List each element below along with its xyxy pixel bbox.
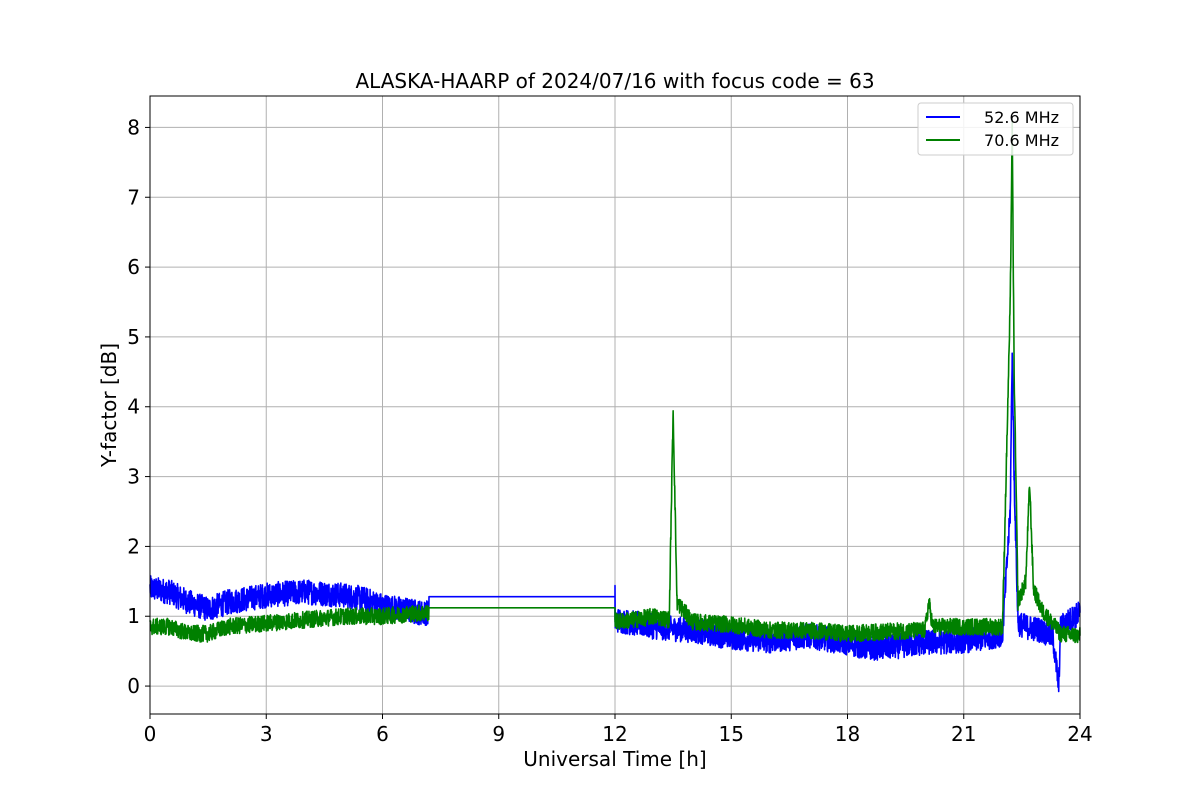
y-tick-label: 6: [127, 255, 140, 279]
y-tick-label: 8: [127, 115, 140, 139]
y-tick-label: 2: [127, 534, 140, 558]
y-tick-label: 7: [127, 185, 140, 209]
x-tick-label: 3: [260, 722, 273, 746]
x-tick-label: 12: [602, 722, 627, 746]
x-tick-label: 24: [1067, 722, 1092, 746]
y-tick-label: 1: [127, 604, 140, 628]
series-line-70-6-mhz: [149, 118, 1081, 644]
x-tick-label: 9: [492, 722, 505, 746]
x-tick-label: 21: [951, 722, 976, 746]
chart-title: ALASKA-HAARP of 2024/07/16 with focus co…: [355, 69, 874, 93]
y-tick-label: 0: [127, 674, 140, 698]
y-tick-label: 5: [127, 325, 140, 349]
legend-entry-70-6-mhz: 70.6 MHz: [984, 131, 1059, 150]
x-tick-label: 18: [835, 722, 860, 746]
legend-entry-52-6-mhz: 52.6 MHz: [984, 108, 1059, 127]
x-tick-label: 15: [719, 722, 744, 746]
x-axis-label: Universal Time [h]: [523, 747, 706, 771]
y-axis-label: Y-factor [dB]: [97, 343, 121, 468]
y-tick-label: 3: [127, 465, 140, 489]
y-tick-label: 4: [127, 395, 140, 419]
x-tick-label: 6: [376, 722, 389, 746]
legend: 52.6 MHz 70.6 MHz: [917, 102, 1074, 156]
plot-series: [149, 118, 1081, 693]
x-tick-label: 0: [144, 722, 157, 746]
